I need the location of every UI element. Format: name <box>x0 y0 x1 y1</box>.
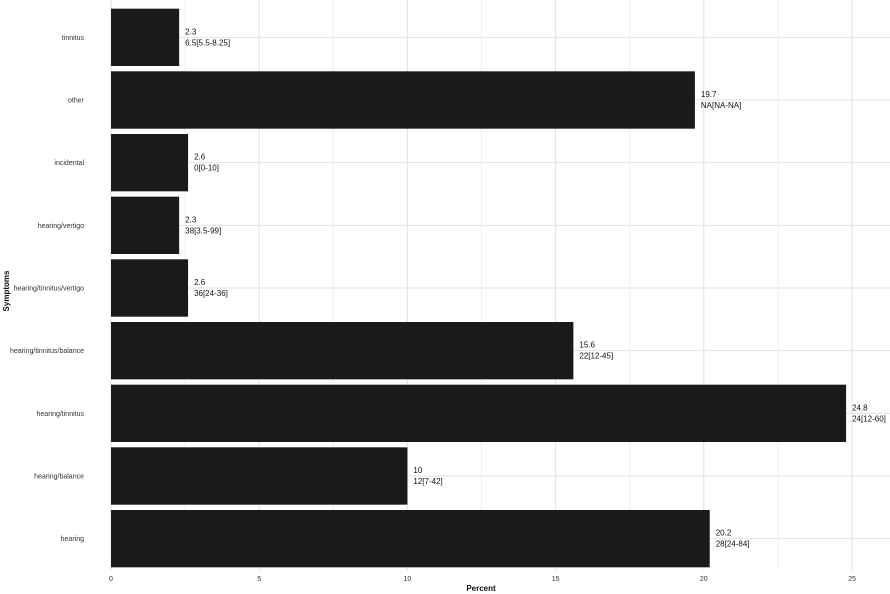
category-label: other <box>68 98 85 105</box>
value-label: 2.6 <box>194 153 206 162</box>
category-label: hearing/tinnitus/vertigo <box>14 286 85 293</box>
median-range-label: 28[24-84] <box>716 540 750 549</box>
bar <box>111 8 180 67</box>
value-label: 15.6 <box>579 341 595 350</box>
x-tick-label: 25 <box>848 576 856 583</box>
median-range-label: 12[7-42] <box>413 477 442 486</box>
x-tick-label: 20 <box>700 576 708 583</box>
bar <box>111 447 408 505</box>
category-label: hearing/tinnitus <box>37 411 85 418</box>
median-range-label: NA[NA-NA] <box>701 101 741 110</box>
x-tick-label: 15 <box>552 576 560 583</box>
median-range-label: 22[12-45] <box>579 352 613 361</box>
value-label: 24.8 <box>852 403 868 412</box>
bar <box>111 71 695 129</box>
x-tick-labels: 0 5 10 15 20 25 <box>109 576 856 583</box>
category-label: hearing/vertigo <box>38 223 84 230</box>
median-range-label: 24[12-60] <box>852 414 886 423</box>
bar <box>111 384 847 443</box>
x-tick-label: 10 <box>404 576 412 583</box>
value-label: 2.3 <box>185 215 197 224</box>
category-label: hearing/tinnitus/balance <box>10 348 84 355</box>
category-label: hearing <box>61 536 84 543</box>
category-labels: tinnitus other incidental hearing/vertigo he… <box>10 35 85 543</box>
bars <box>111 8 847 568</box>
x-tick-label: 5 <box>257 576 261 583</box>
median-range-label: 38[3.5-99] <box>185 226 221 235</box>
x-tick-label: 0 <box>109 576 113 583</box>
category-label: incidental <box>54 160 84 167</box>
median-range-label: 36[24-36] <box>194 289 228 298</box>
value-label: 19.7 <box>701 90 717 99</box>
bar <box>111 321 574 380</box>
median-range-label: 0[0-10] <box>194 164 219 173</box>
category-label: tinnitus <box>62 35 85 42</box>
value-label: 2.3 <box>185 27 197 36</box>
data-labels: 2.3 6.5[5.5-8.25] 19.7 NA[NA-NA] 2.6 0[0-10] 2… <box>185 27 886 548</box>
x-axis-title: Percent <box>466 584 496 593</box>
value-label: 10 <box>413 466 422 475</box>
bar <box>111 509 710 568</box>
y-axis-title: Symptoms <box>2 270 11 311</box>
bar <box>111 259 189 317</box>
bar <box>111 133 189 192</box>
bar <box>111 196 180 255</box>
value-label: 2.6 <box>194 278 206 287</box>
median-range-label: 6.5[5.5-8.25] <box>185 38 230 47</box>
category-label: hearing/balance <box>34 474 84 481</box>
value-label: 20.2 <box>716 529 732 538</box>
